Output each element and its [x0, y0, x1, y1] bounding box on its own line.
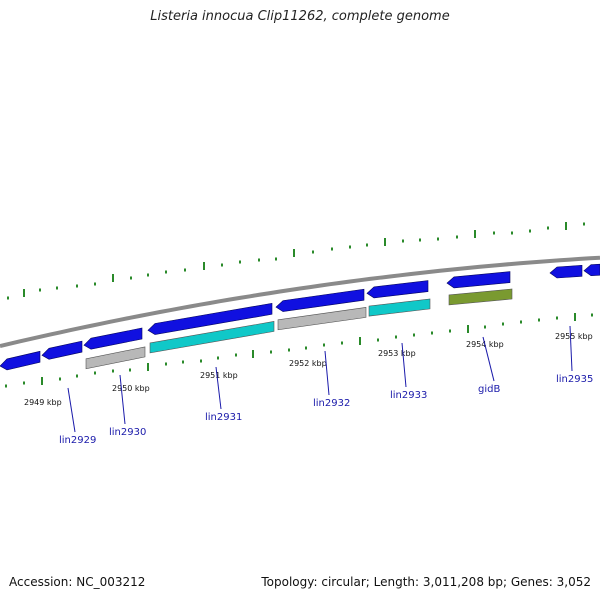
gene-label-lin2931[interactable]: lin2931 [205, 412, 242, 423]
gene-label-lin2929[interactable]: lin2929 [59, 435, 96, 446]
genome-backbone [0, 255, 600, 348]
scale-label: 2950 kbp [112, 384, 150, 393]
cds-arrow[interactable] [275, 288, 365, 312]
gene-label-gidB[interactable]: gidB [478, 384, 500, 395]
cds-arrow[interactable] [549, 264, 583, 279]
cds-bar[interactable] [85, 346, 146, 370]
accession-text: Accession: NC_003212 [9, 575, 146, 589]
genome-summary-text: Topology: circular; Length: 3,011,208 bp… [261, 575, 591, 589]
cds-arrow[interactable] [583, 263, 600, 277]
cds-bar[interactable] [448, 288, 513, 306]
gene-label-lin2933[interactable]: lin2933 [390, 390, 427, 401]
cds-arrow[interactable] [446, 271, 511, 289]
cds-bar[interactable] [149, 321, 275, 354]
gene-leader-line [569, 325, 573, 372]
scale-label: 2951 kbp [200, 371, 238, 380]
cds-arrow[interactable] [147, 302, 273, 335]
cds-arrow[interactable] [0, 350, 41, 371]
gene-label-lin2930[interactable]: lin2930 [109, 427, 146, 438]
gene-leader-line [67, 387, 76, 433]
gene-leader-line [215, 366, 222, 410]
gene-leader-line [482, 336, 495, 382]
gene-leader-line [401, 342, 407, 388]
scale-label: 2955 kbp [555, 332, 593, 341]
map-title: Listeria innocua Clip11262, complete gen… [150, 9, 450, 24]
cds-arrow[interactable] [83, 327, 143, 350]
cds-bar[interactable] [277, 307, 367, 331]
cds-arrow[interactable] [41, 340, 83, 360]
scale-label: 2953 kbp [378, 349, 416, 358]
scale-label: 2949 kbp [24, 398, 62, 407]
gene-label-lin2932[interactable]: lin2932 [313, 398, 350, 409]
cds-bar[interactable] [368, 298, 431, 317]
gene-leader-line [119, 374, 126, 425]
gene-label-lin2935[interactable]: lin2935 [556, 374, 593, 385]
gene-leader-line [324, 350, 330, 396]
cds-arrow[interactable] [366, 280, 429, 299]
scale-label: 2952 kbp [289, 359, 327, 368]
